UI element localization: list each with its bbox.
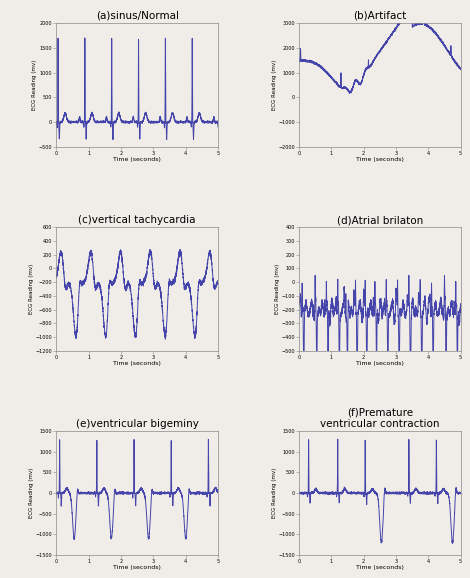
Title: (d)Atrial brilaton: (d)Atrial brilaton — [337, 215, 423, 225]
Y-axis label: ECG Reading (mv): ECG Reading (mv) — [275, 264, 280, 314]
Y-axis label: ECG Reading (mv): ECG Reading (mv) — [32, 60, 37, 110]
X-axis label: Time (seconds): Time (seconds) — [356, 565, 404, 570]
Y-axis label: ECG Reading (mv): ECG Reading (mv) — [272, 468, 277, 518]
Title: (c)vertical tachycardia: (c)vertical tachycardia — [78, 215, 196, 225]
Title: (f)Premature
ventricular contraction: (f)Premature ventricular contraction — [320, 407, 439, 429]
Y-axis label: ECG Reading (mv): ECG Reading (mv) — [29, 264, 34, 314]
Title: (e)ventricular bigeminy: (e)ventricular bigeminy — [76, 419, 199, 429]
X-axis label: Time (seconds): Time (seconds) — [356, 361, 404, 366]
Title: (a)sinus/Normal: (a)sinus/Normal — [96, 11, 179, 21]
Y-axis label: ECG Reading (mv): ECG Reading (mv) — [29, 468, 34, 518]
X-axis label: Time (seconds): Time (seconds) — [113, 361, 161, 366]
X-axis label: Time (seconds): Time (seconds) — [356, 157, 404, 162]
Title: (b)Artifact: (b)Artifact — [353, 11, 407, 21]
X-axis label: Time (seconds): Time (seconds) — [113, 157, 161, 162]
X-axis label: Time (seconds): Time (seconds) — [113, 565, 161, 570]
Y-axis label: ECG Reading (mv): ECG Reading (mv) — [272, 60, 277, 110]
